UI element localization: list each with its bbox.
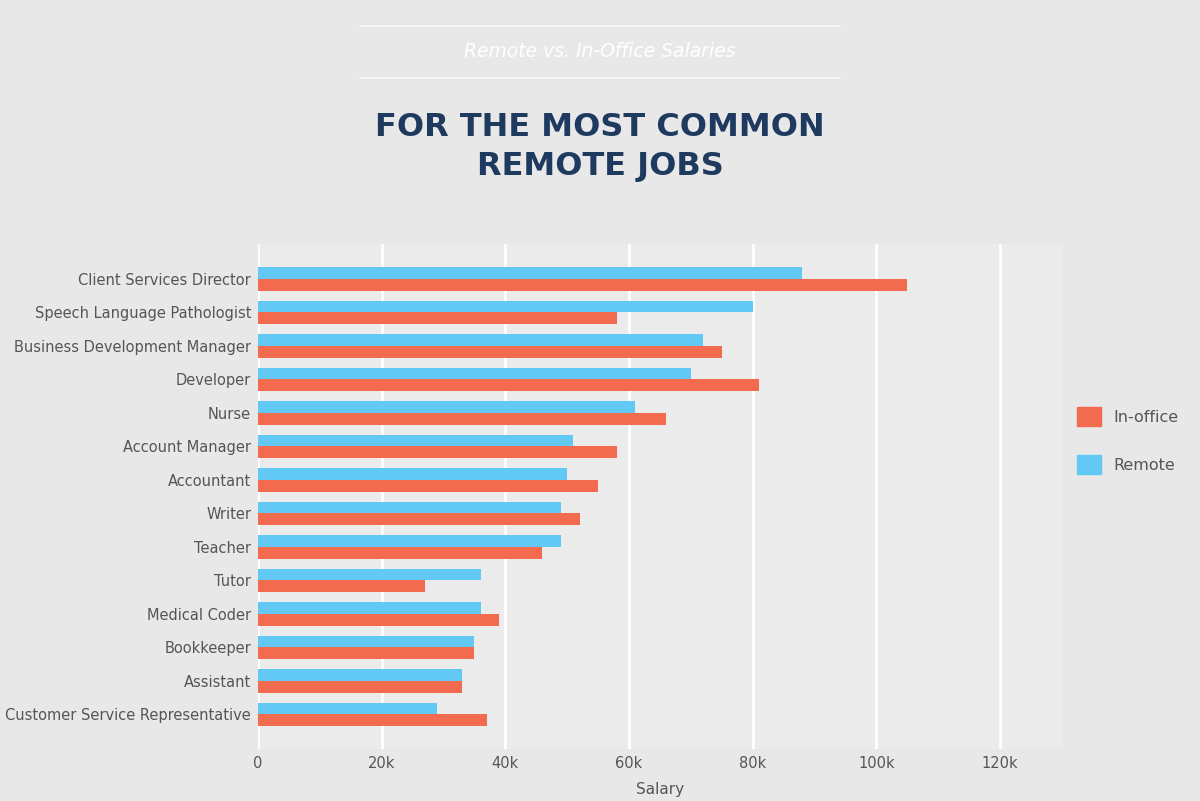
Bar xyxy=(258,446,617,458)
Text: FOR THE MOST COMMON
REMOTE JOBS: FOR THE MOST COMMON REMOTE JOBS xyxy=(376,112,824,182)
Bar xyxy=(258,312,617,324)
Legend: In-office, Remote: In-office, Remote xyxy=(1078,407,1178,474)
Bar xyxy=(258,614,499,626)
Bar xyxy=(258,635,474,647)
Bar xyxy=(258,569,481,581)
Bar xyxy=(258,681,462,693)
Bar xyxy=(258,581,425,592)
Bar xyxy=(258,279,907,291)
Bar xyxy=(258,535,562,547)
Bar xyxy=(258,413,666,425)
Bar xyxy=(258,368,691,380)
Bar xyxy=(258,268,803,279)
X-axis label: Salary: Salary xyxy=(636,782,684,797)
Bar xyxy=(258,300,752,312)
Bar xyxy=(258,334,703,346)
Bar xyxy=(258,401,635,413)
Bar xyxy=(258,547,542,558)
Bar xyxy=(258,380,758,391)
Bar xyxy=(258,513,580,525)
Bar xyxy=(258,346,722,358)
Text: Remote vs. In-Office Salaries: Remote vs. In-Office Salaries xyxy=(464,42,736,62)
Bar xyxy=(258,669,462,681)
Bar xyxy=(258,702,437,714)
Bar xyxy=(258,714,487,726)
Bar xyxy=(258,647,474,659)
Bar xyxy=(258,468,568,480)
Bar xyxy=(258,602,481,614)
Bar xyxy=(258,501,562,513)
Bar xyxy=(258,480,598,492)
Bar xyxy=(258,435,574,446)
